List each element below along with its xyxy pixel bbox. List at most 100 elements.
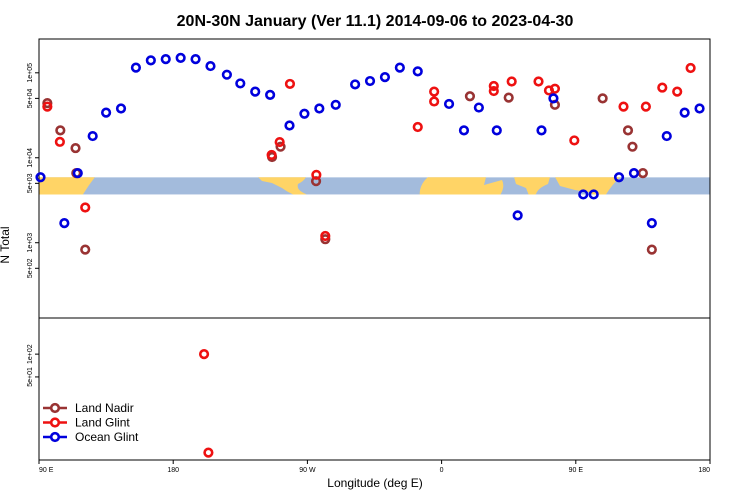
land-glint-point xyxy=(488,85,499,97)
land-glint-point xyxy=(569,135,580,146)
y-axis: 5e+02 1e+03 5e+03 1e+04 5e+04 1e+05 5e+01 1e+02 xyxy=(27,63,39,387)
land-glint-point xyxy=(80,202,91,213)
land-glint-point xyxy=(274,136,285,148)
ocean-glint-point xyxy=(588,189,599,200)
land-nadir-point xyxy=(80,244,91,255)
land-glint-point xyxy=(657,82,668,93)
land-glint-point xyxy=(618,101,629,112)
legend-label-land-nadir: Land Nadir xyxy=(75,401,134,415)
land-glint-point xyxy=(488,80,499,92)
ocean-glint-point xyxy=(100,107,112,118)
ocean-glint-point xyxy=(412,66,423,77)
y-axis-title: N Total xyxy=(0,226,12,263)
ocean-glint-point xyxy=(512,210,523,221)
ocean-glint-point xyxy=(130,62,142,73)
ocean-glint-point xyxy=(145,55,156,66)
land-glint-point xyxy=(533,76,544,87)
x-tick-label: 180 xyxy=(167,467,179,474)
land-nadir-point xyxy=(275,141,286,152)
land-glint-point xyxy=(506,76,517,87)
land-asia xyxy=(39,177,95,195)
land-glint-point xyxy=(640,101,651,112)
y-tick-label: 1e+03 xyxy=(27,233,34,253)
data-points xyxy=(35,52,705,458)
land-glint-point xyxy=(284,78,296,90)
land-glint-point xyxy=(429,86,440,97)
x-axis-title: Longitude (deg E) xyxy=(327,476,422,490)
ocean-glint-point xyxy=(59,218,70,229)
ocean-glint-point xyxy=(299,108,310,119)
x-tick-label: 90 E xyxy=(569,467,584,474)
x-tick-label: 180 xyxy=(698,467,710,474)
land-glint-point xyxy=(412,121,423,133)
ocean-glint-point xyxy=(160,53,171,65)
ocean-glint-point xyxy=(190,53,201,65)
land-nadir-point xyxy=(503,92,514,103)
ocean-glint-point xyxy=(491,125,502,136)
land-nadir-point xyxy=(464,91,476,102)
ocean-glint-point xyxy=(250,86,261,97)
ocean-glint-point xyxy=(284,120,295,131)
y-tick-label: 5e+02 xyxy=(27,258,34,278)
ocean-glint-point xyxy=(694,103,705,114)
ocean-glint-point xyxy=(613,172,625,183)
x-tick-label: 90 E xyxy=(39,467,54,474)
ocean-glint-point xyxy=(330,99,341,110)
land-glint-point xyxy=(54,136,65,147)
ocean-glint-point xyxy=(536,125,547,136)
legend-marker-ocean-glint xyxy=(49,431,61,443)
land-nadir-point xyxy=(70,142,81,154)
ocean-glint-point xyxy=(350,79,361,90)
ocean-glint-point xyxy=(679,107,690,118)
ocean-glint-point xyxy=(443,98,455,110)
ocean-glint-point xyxy=(205,60,216,72)
ocean-glint-point xyxy=(458,125,470,136)
land-glint-point xyxy=(549,83,561,94)
land-glint-point xyxy=(320,230,331,242)
y-tick-label: 1e+04 xyxy=(27,148,34,168)
land-nadir-point xyxy=(627,141,638,152)
land-glint-point xyxy=(311,169,322,180)
map-background xyxy=(39,177,710,195)
land-nadir-point xyxy=(646,244,657,255)
land-se-asia xyxy=(555,177,620,195)
x-tick-label: 90 W xyxy=(299,467,316,474)
legend-label-ocean-glint: Ocean Glint xyxy=(75,430,139,444)
ocean-glint-point xyxy=(646,218,657,229)
ocean-glint-point xyxy=(379,72,391,83)
chart-title: 20N-30N January (Ver 11.1) 2014-09-06 to… xyxy=(177,13,574,30)
ocean-glint-point xyxy=(35,172,46,183)
land-nadir-point xyxy=(637,167,649,179)
ocean-glint-point xyxy=(394,62,405,73)
ocean-glint-point xyxy=(548,93,559,104)
plot-border xyxy=(38,38,711,461)
land-mexico xyxy=(258,177,307,195)
ocean-glint-point xyxy=(314,103,325,114)
ocean-glint-point xyxy=(628,167,640,179)
ocean-glint-point xyxy=(221,69,232,80)
ocean-glint-point xyxy=(175,52,186,63)
y-tick-label: 1e+02 xyxy=(27,344,34,364)
ocean-glint-point xyxy=(87,130,98,142)
land-nadir-point xyxy=(55,125,66,136)
legend-label-land-glint: Land Glint xyxy=(75,416,130,430)
land-glint-point xyxy=(672,86,683,97)
plot-frame xyxy=(38,38,711,461)
land-nadir-point xyxy=(622,125,634,136)
y-tick-label: 5e+04 xyxy=(27,88,34,108)
ocean-glint-point xyxy=(364,75,376,87)
land-glint-point xyxy=(266,149,277,161)
ocean-glint-point xyxy=(72,167,83,179)
land-glint-point xyxy=(685,62,696,74)
ocean-glint-point xyxy=(473,102,484,113)
x-tick-label: 0 xyxy=(440,467,444,474)
y-tick-label: 5e+01 xyxy=(27,367,34,387)
land-glint-point xyxy=(42,101,53,112)
land-india xyxy=(514,177,550,195)
land-glint-point xyxy=(429,96,440,107)
land-glint-point xyxy=(203,447,214,458)
y-tick-label: 1e+05 xyxy=(27,63,34,83)
land-nadir-point xyxy=(42,97,53,109)
